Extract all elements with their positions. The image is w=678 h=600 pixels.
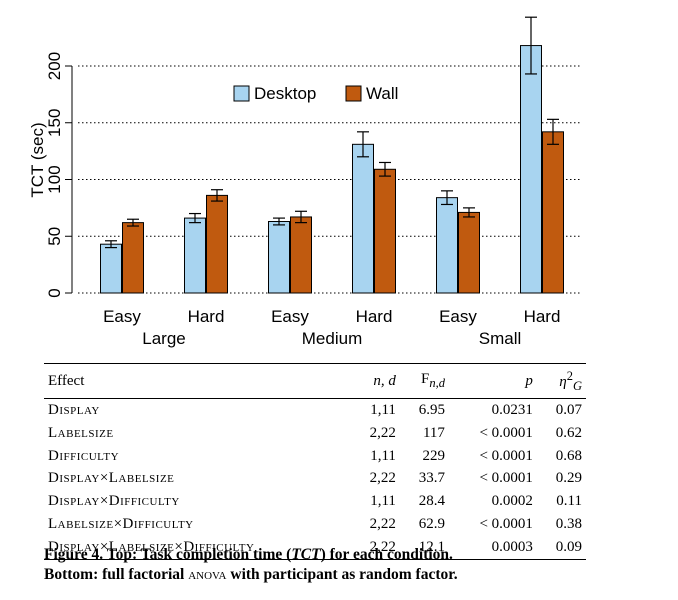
group-label: Small xyxy=(479,329,522,348)
group-label: Medium xyxy=(302,329,362,348)
table-row: Display×Difficulty 1,11 28.4 0.0002 0.11 xyxy=(44,490,586,513)
f-cell: 62.9 xyxy=(418,515,445,532)
f-cell: 6.95 xyxy=(418,402,445,418)
effect-cell: Display×Labelsize xyxy=(48,470,175,487)
table-row: Labelsize 2,22 117 < 0.0001 0.62 xyxy=(44,422,586,445)
y-tick-label: 200 xyxy=(45,52,64,80)
bar-desktop xyxy=(268,220,290,294)
p-cell: < 0.0001 xyxy=(479,470,533,487)
y-tick-label: 100 xyxy=(45,165,64,193)
p-cell: < 0.0001 xyxy=(479,424,533,441)
eta-cell: 0.62 xyxy=(555,424,582,441)
nd-cell: 2,22 xyxy=(369,470,396,487)
group-label: Large xyxy=(142,329,185,348)
caption-line-2: Bottom: full factorial anova with partic… xyxy=(44,566,458,583)
f-cell: 117 xyxy=(422,424,445,441)
category-label: Easy xyxy=(103,307,141,326)
effect-cell: Display×Labelsize×Difficulty xyxy=(44,535,351,560)
y-tick-label: 150 xyxy=(45,109,64,137)
f-cell: 229 xyxy=(422,447,445,464)
eta-cell: 0.09 xyxy=(536,535,586,560)
eta-cell: 0.11 xyxy=(556,493,582,510)
tct-bar-chart: 0 50 100 150 200 TCT (sec) Easy Hard Easy Hard Eas… xyxy=(28,16,580,348)
legend-label-wall: Wall xyxy=(366,84,398,103)
f-cell: 28.4 xyxy=(418,493,445,510)
nd-cell: 2,22 xyxy=(369,515,396,532)
eta-cell: 0.68 xyxy=(555,447,582,464)
legend-label-desktop: Desktop xyxy=(254,84,316,103)
table-header-row: Effect n, d Fn,d p η2G xyxy=(44,363,586,399)
effect-cell: Display xyxy=(48,402,100,418)
table-row: Labelsize×Difficulty 2,22 62.9 < 0.0001 0.38 xyxy=(44,513,586,536)
f-cell: 12.1 xyxy=(399,535,449,560)
anova-table-container: Effect n, d Fn,d p η2G Display 1,11 6.95 0.… xyxy=(44,363,586,560)
bar-wall xyxy=(542,131,564,294)
category-label: Hard xyxy=(524,307,561,326)
header-eta: η2G xyxy=(536,363,586,399)
y-axis-title: TCT (sec) xyxy=(28,122,47,197)
bar-wall xyxy=(206,194,228,294)
category-label: Easy xyxy=(439,307,477,326)
bar-desktop xyxy=(520,45,542,294)
table-row: Display 1,11 6.95 0.0231 0.07 xyxy=(44,399,586,422)
p-cell: < 0.0001 xyxy=(479,447,533,464)
p-cell: 0.0002 xyxy=(491,493,533,510)
category-label: Easy xyxy=(271,307,309,326)
category-label: Hard xyxy=(188,307,225,326)
eta-cell: 0.07 xyxy=(555,402,582,418)
bar-wall xyxy=(374,168,396,294)
bar-wall xyxy=(290,216,312,294)
table-row: Display×Labelsize×Difficulty 2,22 12.1 0.00… xyxy=(44,535,586,560)
bar-desktop xyxy=(436,197,458,294)
effect-cell: Labelsize×Difficulty xyxy=(48,515,194,532)
nd-cell: 2,22 xyxy=(350,535,400,560)
caption-line-1: Figure 4. Top: Task completion time (TCT… xyxy=(44,546,453,563)
header-effect: Effect xyxy=(44,363,351,399)
table-row: Display×Labelsize 2,22 33.7 < 0.0001 0.29 xyxy=(44,467,586,490)
p-cell: < 0.0001 xyxy=(479,515,533,532)
effect-cell: Difficulty xyxy=(48,447,120,464)
header-f: Fn,d xyxy=(399,363,449,399)
f-cell: 33.7 xyxy=(418,470,445,487)
nd-cell: 2,22 xyxy=(369,424,396,441)
bar-wall xyxy=(122,222,144,294)
bar-desktop xyxy=(184,217,206,294)
p-cell: 0.0003 xyxy=(448,535,537,560)
y-tick-label: 0 xyxy=(45,288,64,297)
effect-cell: Display×Difficulty xyxy=(48,493,180,510)
bar-wall xyxy=(458,211,480,294)
y-tick-label: 50 xyxy=(45,227,64,246)
category-label: Hard xyxy=(356,307,393,326)
legend-swatch-desktop xyxy=(233,85,250,102)
p-cell: 0.0231 xyxy=(491,402,533,418)
effect-cell: Labelsize xyxy=(48,424,114,441)
figure-caption: Figure 4. Top: Task completion time (TCT… xyxy=(44,545,644,585)
anova-table: Effect n, d Fn,d p η2G Display 1,11 6.95 0.… xyxy=(44,363,586,560)
nd-cell: 1,11 xyxy=(370,493,396,510)
eta-cell: 0.38 xyxy=(555,515,582,532)
header-p: p xyxy=(448,363,537,399)
nd-cell: 1,11 xyxy=(370,402,396,418)
bar-desktop xyxy=(352,143,374,294)
bar-desktop xyxy=(100,243,122,294)
table-row: Difficulty 1,11 229 < 0.0001 0.68 xyxy=(44,445,586,468)
nd-cell: 1,11 xyxy=(370,447,396,464)
legend-swatch-wall xyxy=(345,85,362,102)
eta-cell: 0.29 xyxy=(555,470,582,487)
header-nd: n, d xyxy=(350,363,400,399)
